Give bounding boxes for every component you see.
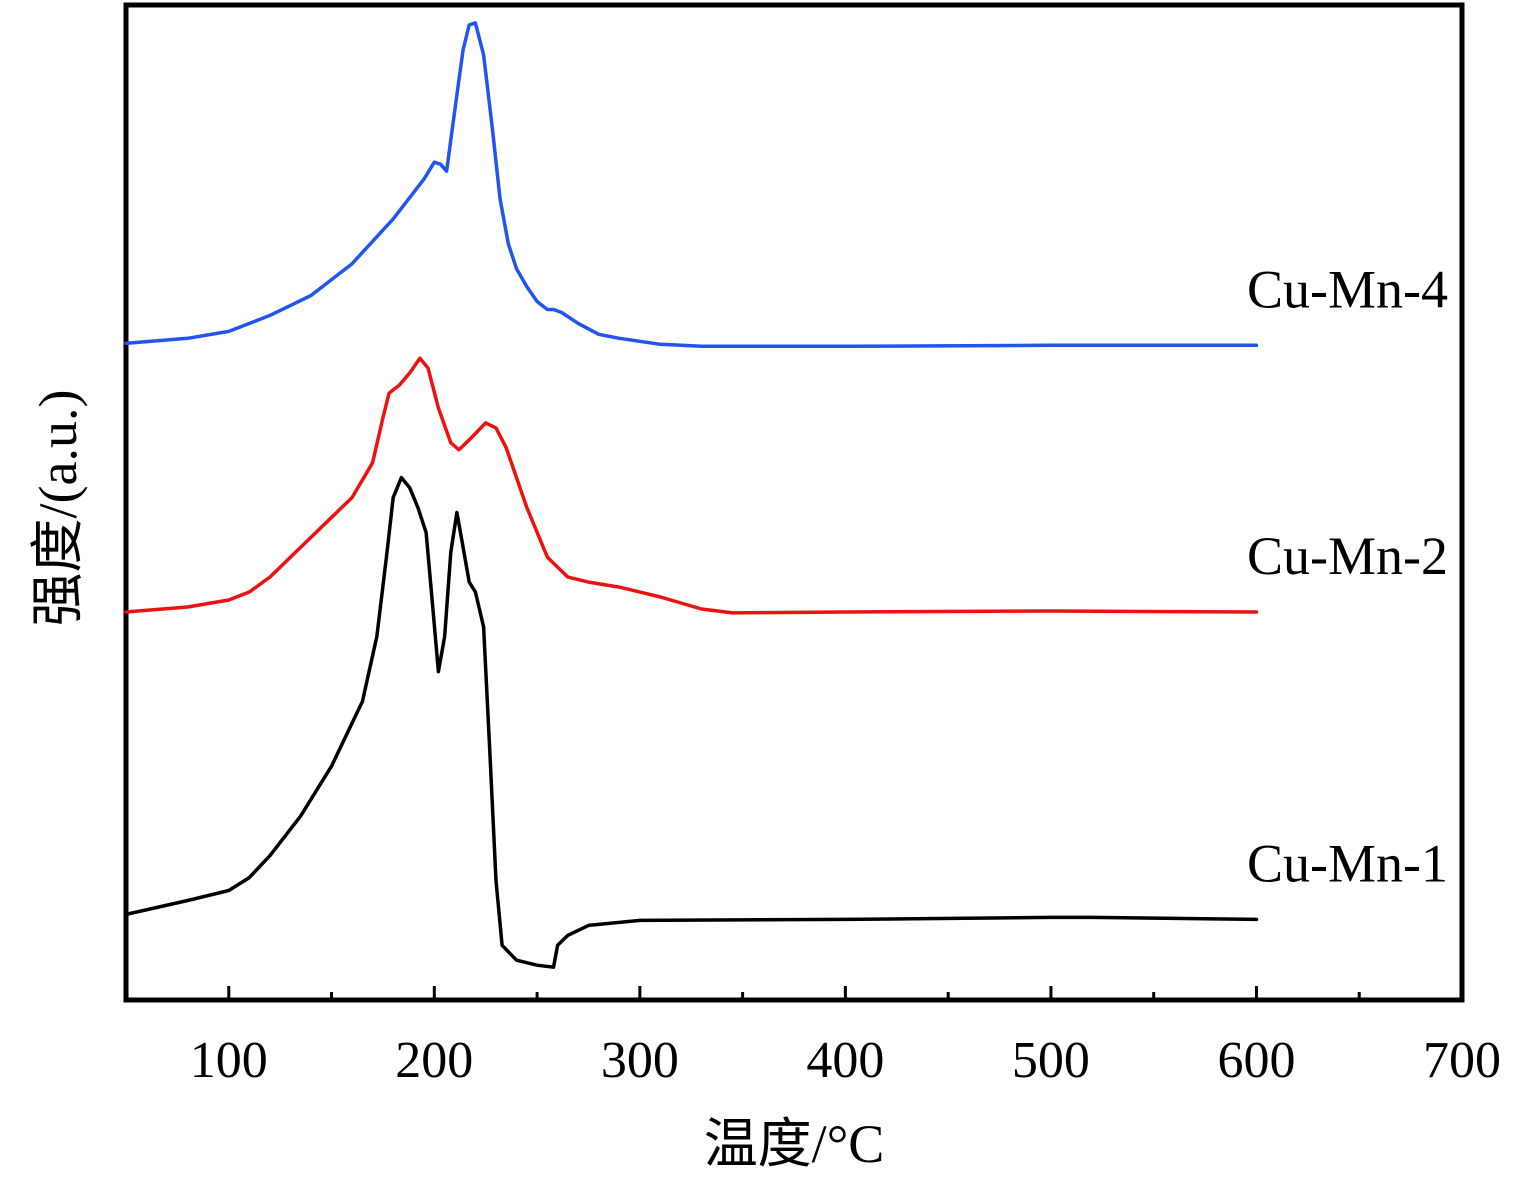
series-label-cu-mn-1: Cu-Mn-1 (1247, 833, 1448, 893)
x-axis-title: 温度/°C (704, 1114, 885, 1174)
series-line-cu-mn-2 (124, 356, 1259, 615)
series-lines (124, 21, 1259, 969)
x-tick-label: 500 (1012, 1032, 1090, 1089)
series-line-cu-mn-4 (124, 21, 1259, 349)
x-tick-label: 400 (806, 1032, 884, 1089)
x-tick-label: 700 (1423, 1032, 1501, 1089)
x-tick-label: 200 (395, 1032, 473, 1089)
series-label-cu-mn-4: Cu-Mn-4 (1247, 259, 1448, 319)
series-label-cu-mn-2: Cu-Mn-2 (1247, 526, 1448, 586)
x-tick-label: 100 (190, 1032, 268, 1089)
x-ticks (227, 986, 1464, 1000)
x-tick-label: 300 (601, 1032, 679, 1089)
x-tick-label: 600 (1217, 1032, 1295, 1089)
x-tick-labels: 100 200 300 400 500 600 700 (190, 1032, 1501, 1089)
plot-frame (123, 2, 1465, 1003)
y-axis-title: 强度/(a.u.) (28, 390, 88, 627)
series-line-cu-mn-1 (124, 475, 1259, 969)
series-labels: Cu-Mn-4 Cu-Mn-2 Cu-Mn-1 (1247, 259, 1448, 893)
